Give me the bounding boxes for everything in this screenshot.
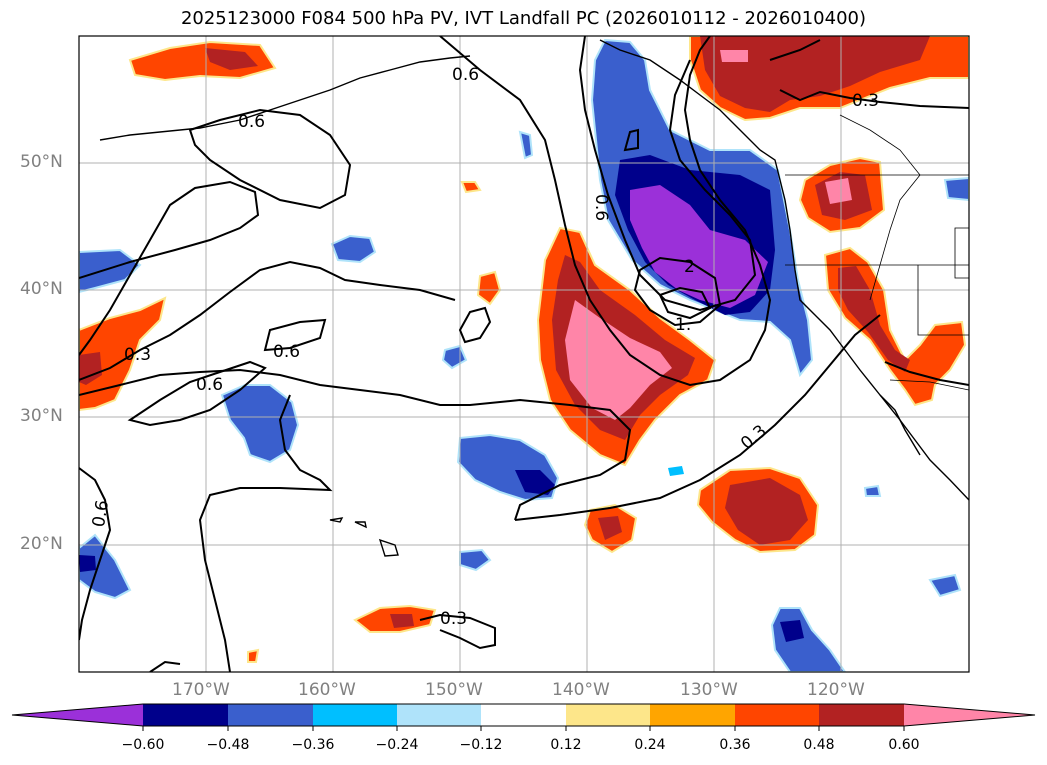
colorbar-swatch	[143, 704, 228, 726]
colorbar	[11, 703, 1036, 731]
lon-tick-label: 150°W	[425, 680, 483, 700]
colorbar-tick-label: −0.12	[459, 737, 503, 753]
colorbar-tick-label: −0.24	[375, 737, 419, 753]
field-positive-northeast	[689, 36, 969, 122]
map-title: 2025123000 F084 500 hPa PV, IVT Landfall…	[180, 8, 867, 29]
field-negative-central	[590, 38, 814, 378]
plot-frame	[78, 35, 970, 673]
field-negative-south	[456, 433, 560, 502]
colorbar-tick-label: 0.24	[634, 737, 666, 753]
contour-label: 0.3	[124, 345, 151, 365]
country-borders	[785, 114, 969, 391]
gridlines	[79, 36, 969, 672]
lon-tick-label: 170°W	[172, 680, 230, 700]
contour-label: 2	[684, 257, 695, 277]
colorbar-swatch	[735, 704, 819, 726]
contour-label: 0.6	[273, 342, 300, 362]
lat-tick-label: 30°N	[20, 406, 63, 426]
colorbar-tick-label: 0.60	[888, 737, 920, 753]
colorbar-swatch	[228, 704, 313, 726]
contour-label: 0.6	[238, 112, 265, 132]
field-positive-south	[353, 466, 820, 633]
colorbar-swatch	[397, 704, 481, 726]
colorbar-swatch	[819, 704, 904, 726]
contour-lines	[79, 36, 969, 672]
colorbar-tick-label: 0.12	[550, 737, 582, 753]
colorbar-tick-label: 0.48	[803, 737, 835, 753]
field-negative-west	[79, 130, 534, 572]
contour-label: 0.3	[852, 91, 879, 111]
lat-tick-label: 50°N	[20, 152, 63, 172]
colorbar-tick-label: −0.36	[291, 737, 335, 753]
lon-tick-label: 130°W	[680, 680, 738, 700]
colorbar-swatch	[481, 704, 566, 726]
colorbar-tick-label: 0.36	[719, 737, 751, 753]
contour-label-group: 0.6 0.6 0.6 0.6 0.6 0.6 0.3 0.3 0.3 0.3 …	[89, 65, 879, 629]
colorbar-swatch	[313, 704, 397, 726]
lon-tick-label: 160°W	[298, 680, 356, 700]
lat-tick-label: 20°N	[20, 534, 63, 554]
coastlines	[99, 39, 969, 557]
colorbar-tick-label: −0.60	[121, 737, 165, 753]
contour-label: 0.3	[440, 609, 467, 629]
contour-label: 0.6	[591, 194, 611, 221]
colorbar-swatch	[566, 704, 650, 726]
contour-label: 0.6	[196, 375, 223, 395]
contour-label: 0.6	[452, 65, 479, 85]
field-negative-southeast	[247, 176, 969, 672]
contour-label: 0.6	[89, 499, 113, 529]
lon-tick-label: 120°W	[807, 680, 865, 700]
lat-tick-label: 40°N	[20, 279, 63, 299]
colorbar-swatch	[904, 704, 1035, 726]
plot-area	[79, 36, 969, 672]
colorbar-tick-label: −0.48	[206, 737, 250, 753]
contour-label: 1.	[675, 315, 691, 335]
lon-tick-label: 140°W	[552, 680, 610, 700]
colorbar-swatch	[650, 704, 735, 726]
colorbar-swatch	[12, 704, 143, 726]
